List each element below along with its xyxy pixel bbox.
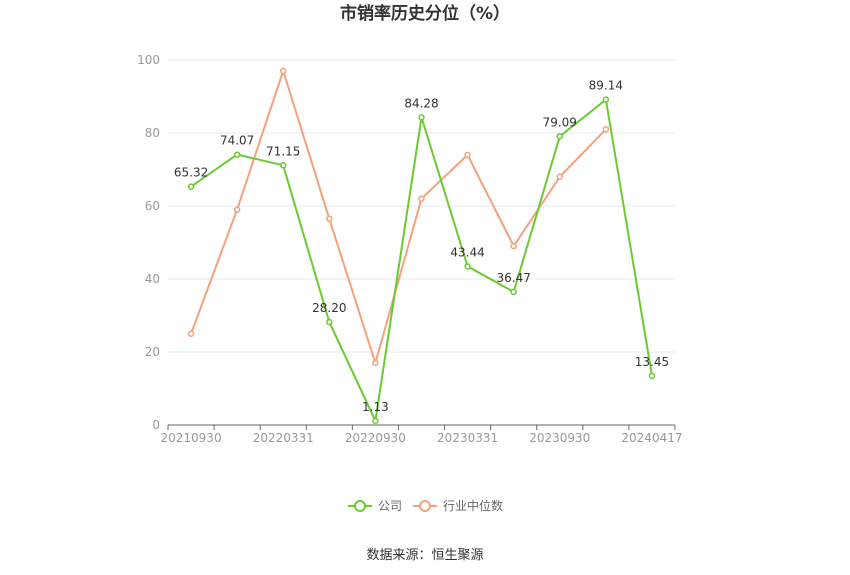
data-point: [510, 288, 517, 296]
y-tick-label: 60: [145, 199, 160, 213]
x-tick-label: 20230331: [437, 431, 498, 445]
y-tick-label: 20: [145, 345, 160, 359]
legend-marker: [354, 500, 366, 512]
data-point: [418, 195, 425, 202]
data-point: [464, 263, 471, 270]
data-point: [233, 151, 241, 158]
data-point: [233, 206, 241, 213]
legend-label: 行业中位数: [443, 498, 503, 513]
x-tick-label: 20220930: [345, 431, 406, 445]
data-point: [556, 133, 564, 140]
legend-marker: [419, 500, 431, 512]
data-point: [372, 417, 379, 425]
data-point: [326, 215, 333, 223]
legend-item-company[interactable]: 公司: [348, 499, 402, 513]
legend-item-industry[interactable]: 行业中位数: [413, 498, 503, 513]
axes: 0 20 40 60 80 100 20210930 20220331 20220930 2023…: [137, 53, 682, 445]
data-point: [372, 359, 379, 367]
x-tick-label: 20230930: [529, 431, 590, 445]
data-point: [602, 126, 610, 133]
data-point: [602, 96, 610, 103]
data-point: [279, 67, 287, 75]
data-label: 13.45: [635, 355, 669, 369]
y-tick-label: 80: [145, 126, 160, 140]
data-label: 71.15: [266, 144, 300, 158]
data-label: 43.44: [450, 245, 484, 259]
y-tick-label: 0: [152, 418, 160, 432]
data-point: [556, 173, 564, 181]
series-layer: 65.32 74.07 71.15 28.20 1.13 84.28 43.44 36.47 7…: [174, 67, 669, 425]
series-line-company: [190, 98, 653, 422]
x-tick-label: 20220331: [253, 431, 314, 445]
data-point: [464, 151, 471, 159]
data-point: [279, 162, 287, 169]
data-label: 89.14: [589, 79, 623, 93]
data-point: [418, 114, 425, 121]
data-label: 74.07: [220, 134, 254, 148]
data-label: 84.28: [404, 96, 438, 110]
x-tick-label: 20240417: [621, 431, 682, 445]
x-tick-label: 20210930: [161, 431, 222, 445]
data-point: [510, 242, 517, 250]
grid: [168, 59, 675, 353]
data-label: 28.20: [312, 301, 346, 315]
data-point: [648, 372, 656, 380]
data-point: [326, 318, 333, 326]
source-note: 数据来源：恒生聚源: [366, 548, 483, 563]
data-point: [187, 183, 195, 190]
legend-label: 公司: [378, 499, 402, 513]
data-label: 65.32: [174, 166, 208, 180]
data-label: 36.47: [497, 271, 531, 285]
chart-title: 市销率历史分位（%）: [340, 3, 510, 24]
legend[interactable]: 公司 行业中位数: [348, 498, 503, 513]
data-label: 79.09: [543, 115, 577, 129]
data-point: [187, 330, 195, 337]
y-tick-label: 40: [145, 272, 160, 286]
y-tick-label: 100: [137, 53, 160, 67]
data-label: 1.13: [362, 400, 389, 414]
